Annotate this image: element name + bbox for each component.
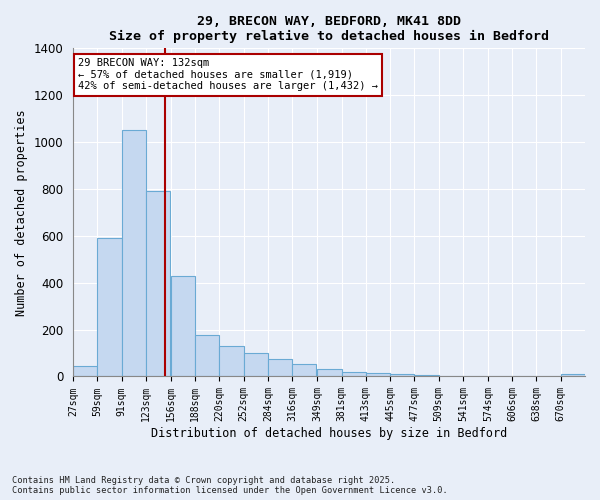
Bar bbox=[390, 374, 415, 376]
Bar bbox=[292, 364, 316, 376]
Text: 29 BRECON WAY: 132sqm
← 57% of detached houses are smaller (1,919)
42% of semi-d: 29 BRECON WAY: 132sqm ← 57% of detached … bbox=[78, 58, 378, 92]
X-axis label: Distribution of detached houses by size in Bedford: Distribution of detached houses by size … bbox=[151, 427, 507, 440]
Text: Contains HM Land Registry data © Crown copyright and database right 2025.
Contai: Contains HM Land Registry data © Crown c… bbox=[12, 476, 448, 495]
Bar bbox=[561, 374, 585, 376]
Bar bbox=[317, 370, 341, 376]
Bar bbox=[220, 346, 244, 376]
Bar bbox=[97, 238, 122, 376]
Bar bbox=[244, 353, 268, 376]
Bar bbox=[341, 372, 366, 376]
Bar bbox=[171, 276, 195, 376]
Bar bbox=[73, 366, 97, 376]
Bar bbox=[268, 359, 292, 376]
Bar bbox=[195, 336, 220, 376]
Bar bbox=[122, 130, 146, 376]
Bar bbox=[366, 373, 390, 376]
Title: 29, BRECON WAY, BEDFORD, MK41 8DD
Size of property relative to detached houses i: 29, BRECON WAY, BEDFORD, MK41 8DD Size o… bbox=[109, 15, 549, 43]
Bar bbox=[146, 192, 170, 376]
Y-axis label: Number of detached properties: Number of detached properties bbox=[15, 109, 28, 316]
